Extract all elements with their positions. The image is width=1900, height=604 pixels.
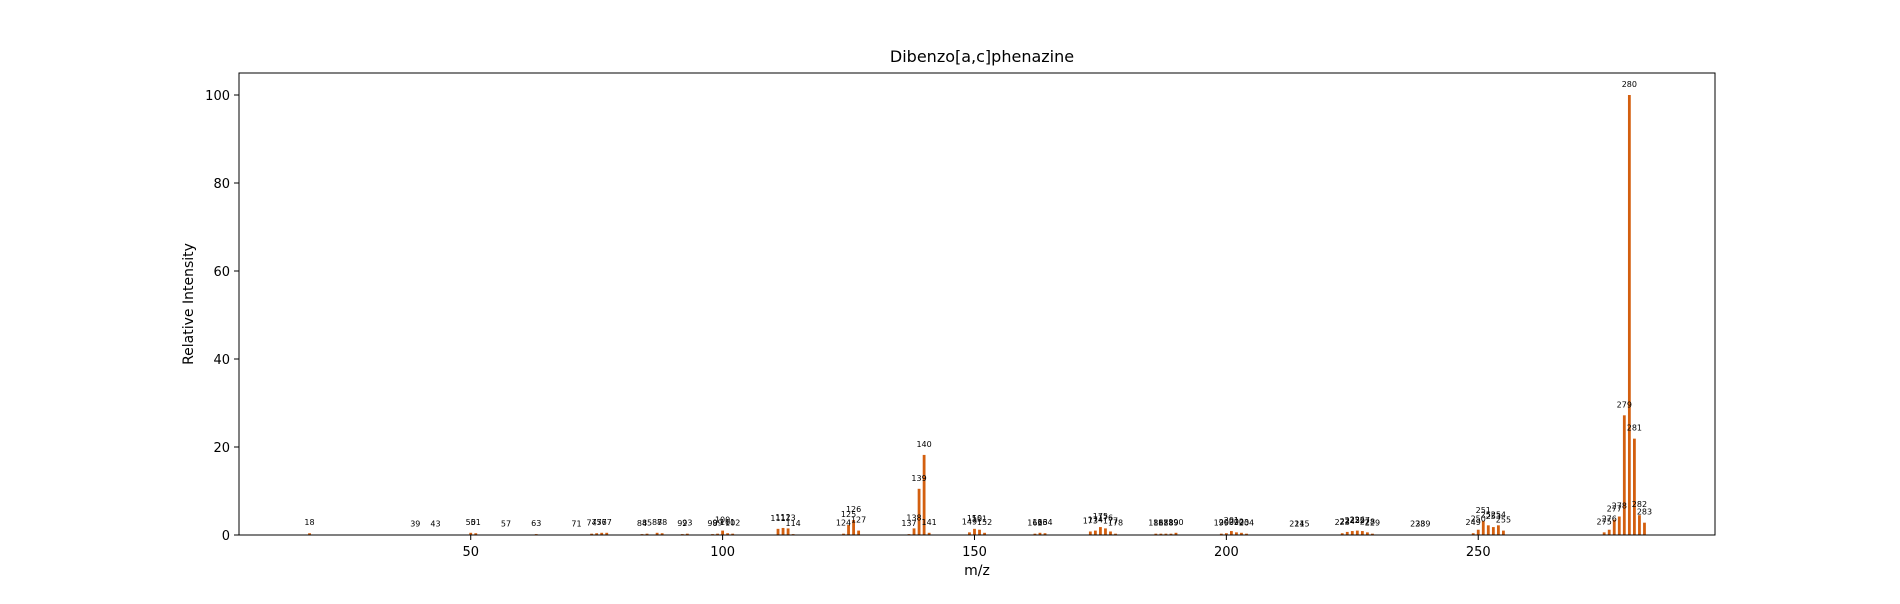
bar bbox=[1351, 531, 1354, 535]
peak-label: 39 bbox=[410, 520, 420, 529]
bar bbox=[1628, 95, 1631, 535]
bar bbox=[1497, 525, 1500, 535]
bar bbox=[1477, 530, 1480, 535]
peak-label: 57 bbox=[501, 520, 511, 529]
y-axis-label: Relative Intensity bbox=[181, 243, 197, 365]
peak-label: 255 bbox=[1496, 516, 1511, 525]
y-tick-label: 40 bbox=[213, 353, 230, 368]
peak-label: 140 bbox=[916, 440, 931, 449]
bar bbox=[1356, 531, 1359, 535]
peak-label: 141 bbox=[921, 518, 936, 527]
bar bbox=[1089, 531, 1092, 535]
peak-label: 43 bbox=[430, 520, 440, 529]
peak-label: 77 bbox=[602, 518, 612, 527]
peak-label: 215 bbox=[1294, 520, 1309, 529]
bars-layer bbox=[308, 95, 1646, 535]
peak-label: 229 bbox=[1365, 519, 1380, 528]
chart-title: Dibenzo[a,c]phenazine bbox=[890, 47, 1074, 66]
y-tick-label: 20 bbox=[213, 441, 230, 456]
peak-label: 280 bbox=[1622, 80, 1637, 89]
x-tick-label: 200 bbox=[1214, 545, 1239, 560]
x-axis: 50 100 150 200 250 bbox=[462, 535, 1490, 560]
bar bbox=[721, 531, 724, 535]
peak-label: 190 bbox=[1168, 518, 1183, 527]
peak-label: 93 bbox=[682, 519, 692, 528]
x-tick-label: 50 bbox=[462, 545, 479, 560]
bar bbox=[1487, 525, 1490, 535]
bar bbox=[1109, 531, 1112, 535]
bar bbox=[787, 528, 790, 535]
bar bbox=[918, 489, 921, 535]
peak-label: 126 bbox=[846, 505, 861, 514]
bar bbox=[973, 529, 976, 535]
peak-label: 63 bbox=[531, 519, 541, 528]
x-tick-label: 100 bbox=[710, 545, 735, 560]
y-tick-label: 80 bbox=[213, 177, 230, 192]
bar bbox=[1492, 527, 1495, 535]
peak-label: 139 bbox=[911, 474, 926, 483]
bar bbox=[1638, 515, 1641, 535]
bar bbox=[1104, 528, 1107, 535]
peak-label: 204 bbox=[1239, 519, 1254, 528]
peak-label: 18 bbox=[304, 518, 314, 527]
bar bbox=[1623, 415, 1626, 535]
peak-label: 239 bbox=[1415, 520, 1430, 529]
plot-frame bbox=[239, 73, 1715, 535]
peak-label: 85 bbox=[642, 519, 652, 528]
peak-label: 283 bbox=[1637, 508, 1652, 517]
peak-label: 281 bbox=[1627, 424, 1642, 433]
y-axis: 0 20 40 60 80 100 bbox=[205, 89, 239, 544]
y-tick-label: 60 bbox=[213, 265, 230, 280]
bar bbox=[777, 529, 780, 535]
bar bbox=[913, 528, 916, 535]
bar bbox=[1608, 530, 1611, 535]
peak-label: 276 bbox=[1602, 515, 1617, 524]
peak-label: 124 bbox=[836, 519, 851, 528]
bar bbox=[978, 530, 981, 535]
bar bbox=[1633, 439, 1636, 535]
peak-label: 278 bbox=[1612, 502, 1627, 511]
peak-label: 152 bbox=[977, 518, 992, 527]
x-tick-label: 250 bbox=[1466, 545, 1491, 560]
bar bbox=[1230, 531, 1233, 535]
peak-label: 114 bbox=[785, 519, 800, 528]
peak-label: 88 bbox=[657, 518, 667, 527]
peak-label: 51 bbox=[471, 518, 481, 527]
bar bbox=[1618, 517, 1621, 535]
peak-label: 279 bbox=[1617, 400, 1632, 409]
bar bbox=[1643, 523, 1646, 535]
y-tick-label: 0 bbox=[222, 529, 230, 544]
x-tick-label: 150 bbox=[962, 545, 987, 560]
bar bbox=[782, 528, 785, 535]
peak-label: 102 bbox=[725, 519, 740, 528]
peak-label: 164 bbox=[1037, 518, 1052, 527]
peak-label: 178 bbox=[1108, 519, 1123, 528]
peak-label: 71 bbox=[571, 520, 581, 529]
x-axis-label: m/z bbox=[964, 563, 990, 579]
bar bbox=[857, 531, 860, 535]
y-tick-label: 100 bbox=[205, 89, 230, 104]
peak-label: 138 bbox=[906, 513, 921, 522]
bar bbox=[1099, 527, 1102, 535]
bar bbox=[1502, 531, 1505, 535]
bar bbox=[1094, 531, 1097, 535]
bar bbox=[1361, 531, 1364, 535]
peak-label: 127 bbox=[851, 516, 866, 525]
